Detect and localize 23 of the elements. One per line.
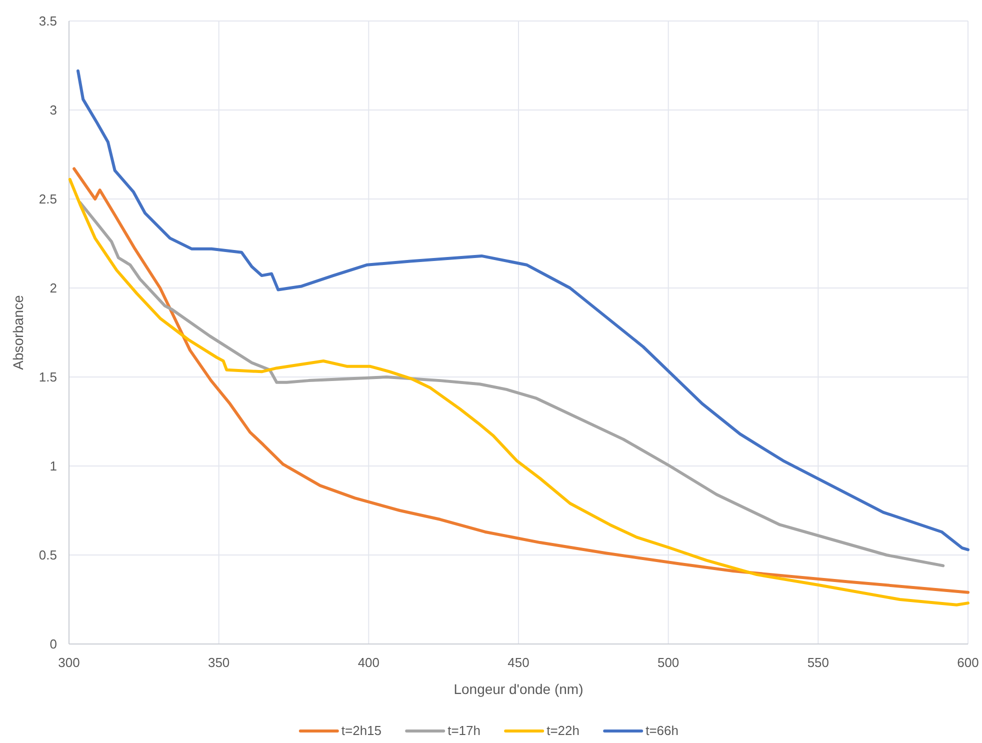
y-tick-label: 0	[50, 636, 57, 652]
y-tick-label: 2.5	[38, 192, 57, 206]
legend-label: t=2h15	[341, 723, 382, 738]
legend-label: t=66h	[646, 723, 679, 738]
x-tick-label: 500	[657, 655, 680, 670]
y-tick-label: 1	[50, 458, 57, 474]
x-tick-label: 550	[807, 655, 830, 670]
line-series	[78, 201, 945, 568]
y-tick-label: 3	[50, 102, 57, 118]
x-tick-label: 450	[508, 655, 530, 670]
y-tick-label: 2	[50, 280, 57, 296]
y-tick-label: 0.5	[38, 548, 57, 562]
x-tick-label: 300	[58, 655, 80, 670]
y-tick-label: 3.5	[38, 14, 57, 28]
x-axis-title: Longeur d'onde (nm)	[454, 681, 584, 697]
legend-label: t=17h	[448, 723, 481, 738]
line-series	[76, 69, 970, 552]
y-axis-title: Absorbance	[10, 294, 26, 370]
x-tick-label: 400	[358, 655, 380, 670]
x-tick-label: 600	[957, 655, 979, 670]
legend-label: t=22h	[546, 723, 580, 738]
x-tick-label: 350	[208, 655, 230, 670]
y-tick-label: 1.5	[38, 370, 57, 384]
